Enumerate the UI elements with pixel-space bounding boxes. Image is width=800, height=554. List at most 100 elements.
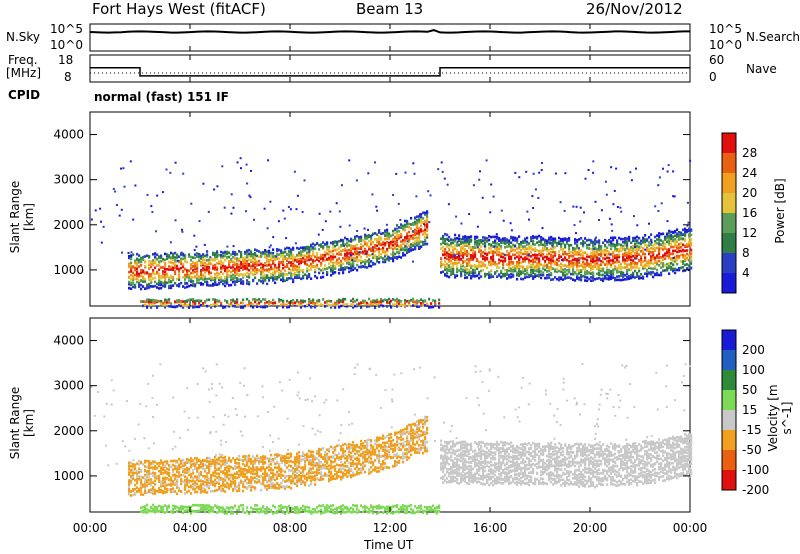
echo-cell — [154, 464, 157, 468]
echo-cell — [544, 268, 547, 272]
echo-cell — [690, 243, 693, 247]
echo-cell — [490, 263, 493, 267]
echo-cell — [250, 259, 253, 262]
echo-cell — [584, 257, 587, 261]
echo-cell — [540, 242, 543, 246]
echo-cell — [162, 270, 165, 273]
echo-cell — [524, 239, 527, 242]
echo-cell — [594, 265, 597, 268]
echo-cell — [246, 458, 249, 462]
echo-cell — [144, 277, 147, 281]
echo-cell — [142, 463, 145, 466]
echo-cell — [180, 251, 183, 254]
echo-cell — [302, 453, 305, 456]
echo-cell — [382, 304, 385, 308]
echo-cell — [644, 272, 647, 275]
echo-cell — [218, 475, 221, 478]
echo-cell — [634, 236, 637, 240]
echo-cell — [254, 467, 257, 471]
echo-cell — [686, 267, 689, 270]
echo-cell — [668, 250, 671, 253]
echo-cell — [172, 276, 175, 279]
echo-cell — [526, 236, 529, 240]
echo-cell — [514, 249, 517, 252]
echo-cell — [650, 257, 653, 261]
echo-cell — [308, 258, 311, 262]
echo-cell — [132, 493, 135, 497]
echo-cell — [584, 267, 587, 270]
echo-cell — [470, 256, 473, 259]
echo-cell — [306, 472, 309, 475]
echo-cell — [648, 244, 651, 247]
echo-cell — [232, 489, 235, 492]
echo-cell — [240, 263, 243, 266]
echo-cell — [358, 236, 361, 239]
echo-cell — [294, 461, 297, 464]
echo-cell — [552, 267, 555, 270]
echo-cell — [548, 265, 551, 269]
echo-cell — [186, 269, 189, 272]
echo-cell — [282, 459, 285, 462]
echo-cell — [178, 463, 181, 467]
echo-cell — [446, 269, 449, 272]
echo-cell — [664, 257, 667, 260]
echo-cell — [482, 251, 485, 254]
echo-cell — [444, 268, 447, 271]
echo-cell — [458, 258, 461, 261]
echo-cell — [558, 264, 561, 267]
echo-cell — [258, 250, 261, 253]
echo-cell — [158, 480, 161, 484]
echo-cell — [366, 255, 369, 258]
echo-cell — [174, 475, 177, 478]
echo-cell — [668, 264, 671, 267]
echo-cell — [608, 276, 611, 280]
echo-cell — [292, 273, 295, 276]
echo-cell — [534, 273, 537, 276]
echo-cell — [300, 269, 303, 272]
echo-cell — [540, 240, 543, 244]
echo-cell — [278, 263, 281, 266]
echo-cell — [598, 253, 601, 256]
echo-cell — [254, 466, 257, 469]
echo-cell — [165, 168, 168, 171]
echo-cell — [252, 455, 255, 458]
echo-cell — [568, 236, 571, 240]
echo-cell — [608, 270, 611, 274]
echo-cell — [426, 212, 429, 215]
echo-cell — [210, 284, 213, 287]
echo-cell — [234, 472, 237, 475]
echo-cell — [202, 182, 205, 185]
echo-cell — [660, 232, 663, 236]
echo-cell — [168, 276, 171, 279]
echo-cell — [130, 266, 133, 270]
echo-cell — [352, 265, 355, 268]
echo-cell — [400, 248, 403, 252]
echo-cell — [378, 257, 381, 260]
echo-cell — [168, 280, 171, 284]
echo-cell — [652, 244, 655, 247]
echo-cell — [492, 241, 495, 244]
echo-cell — [372, 240, 375, 244]
echo-cell — [246, 471, 249, 474]
echo-cell — [670, 268, 673, 271]
echo-cell — [284, 265, 287, 269]
echo-cell — [236, 466, 239, 469]
echo-cell — [518, 242, 521, 246]
echo-cell — [526, 240, 529, 244]
echo-cell — [656, 272, 659, 275]
echo-cell — [456, 249, 459, 252]
echo-cell — [130, 257, 133, 261]
echo-cell — [392, 243, 395, 247]
echo-cell — [534, 253, 537, 257]
echo-cell — [620, 274, 623, 277]
echo-cell — [256, 481, 259, 484]
echo-cell — [202, 262, 205, 265]
echo-cell — [478, 243, 481, 247]
echo-cell — [364, 237, 367, 240]
echo-cell — [396, 233, 399, 236]
echo-cell — [200, 483, 203, 486]
echo-cell — [246, 253, 249, 256]
echo-cell — [268, 300, 271, 303]
echo-cell — [672, 259, 675, 263]
echo-cell — [166, 477, 169, 480]
